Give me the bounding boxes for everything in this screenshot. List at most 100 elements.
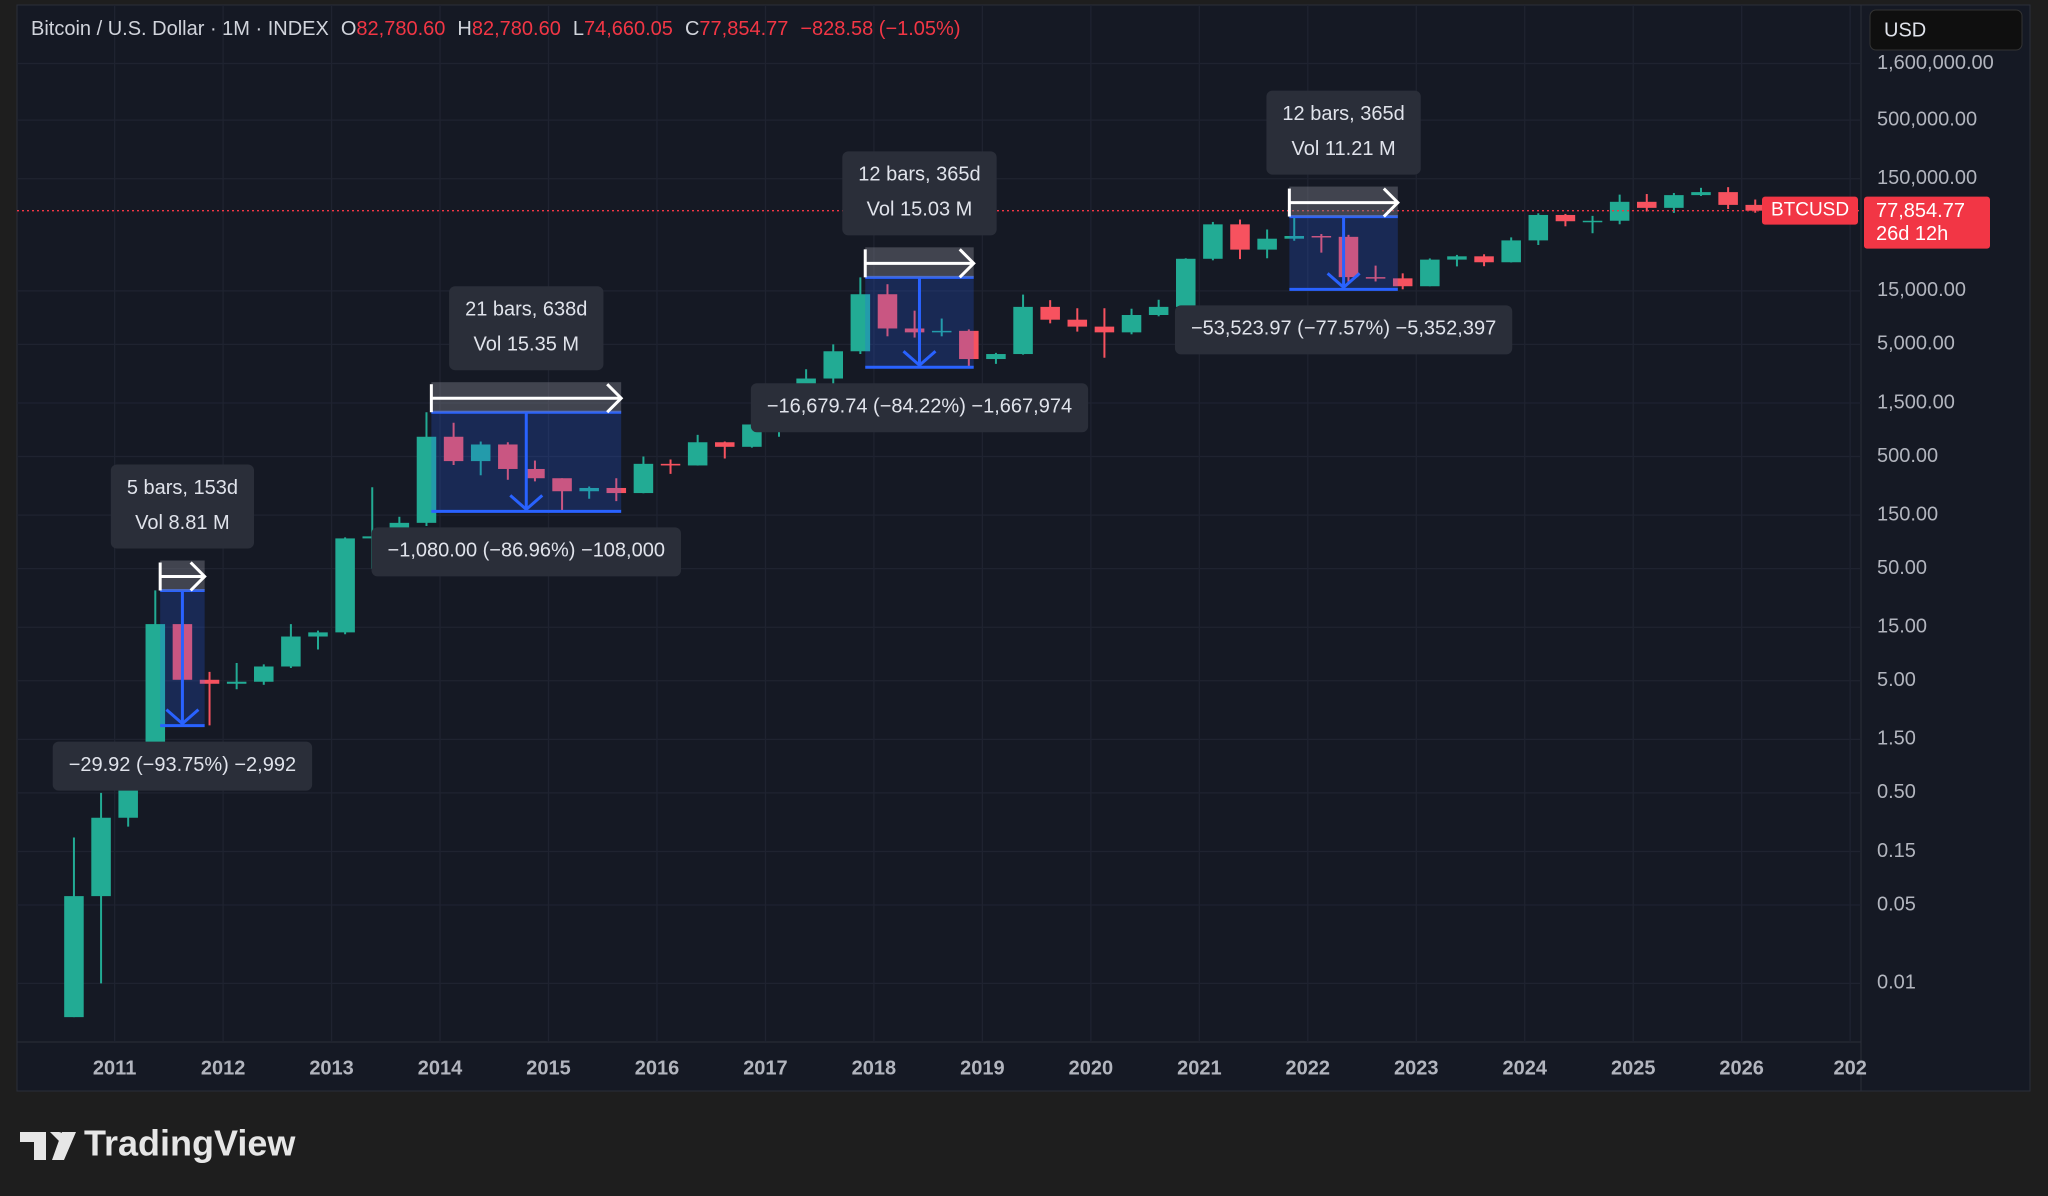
candle-body <box>1094 326 1115 333</box>
candle-body <box>525 468 545 479</box>
candle-body <box>1392 278 1413 287</box>
candle-body <box>64 896 84 1018</box>
x-tick-label: 2017 <box>743 1057 788 1079</box>
measure-label: 12 bars, 365d Vol 15.03 M <box>842 151 997 236</box>
candle-body <box>1013 306 1033 355</box>
y-tick-label: 1,500.00 <box>1877 391 1955 413</box>
y-tick-label: 0.50 <box>1877 781 1916 803</box>
candle-body <box>1311 235 1332 238</box>
measure-label-bg <box>750 383 1089 433</box>
ohlc-key: O <box>341 18 357 40</box>
x-tick-label: 2022 <box>1286 1057 1331 1079</box>
x-tick-label: 2015 <box>526 1057 571 1079</box>
measure-arrowhead <box>1326 272 1361 290</box>
candle-body <box>1609 201 1630 221</box>
x-tick-label: 2024 <box>1502 1057 1547 1079</box>
measure-label: 12 bars, 365d Vol 11.21 M <box>1266 90 1421 175</box>
y-tick-label: 0.15 <box>1877 840 1916 862</box>
y-tick-label: 15.00 <box>1877 616 1927 638</box>
span-head <box>606 383 624 414</box>
measure-label: −16,679.74 (−84.22%) −1,667,974 <box>750 383 1089 433</box>
candle-body <box>1745 204 1766 211</box>
span-head <box>958 248 976 279</box>
x-tick-label: 202 <box>1833 1057 1866 1079</box>
measure-arrowhead <box>902 350 937 368</box>
ohlc-value: 77,854.77 <box>699 18 788 40</box>
currency-button[interactable]: USD <box>1869 9 2023 51</box>
measure-label-text: Vol 15.03 M <box>867 199 973 221</box>
candle-body <box>959 330 979 360</box>
candle-body <box>281 636 301 667</box>
candle-body <box>1121 315 1142 333</box>
y-tick-label: 15,000.00 <box>1877 279 1966 301</box>
brand-name: TradingView <box>84 1123 296 1164</box>
candle-body <box>1420 259 1440 287</box>
measure-label-text: Vol 11.21 M <box>1292 138 1396 160</box>
measure-label-text: 12 bars, 365d <box>1282 103 1404 125</box>
y-tick-label: 500,000.00 <box>1877 108 1977 130</box>
grid: 0.01 0.05 0.15 0.50 1.50 5.00 15.00 50.00 150.00… <box>17 5 1994 1079</box>
candle-body <box>1528 214 1549 241</box>
candle-body <box>498 444 518 469</box>
symbol-tag: BTCUSD <box>1771 200 1849 221</box>
candle-body <box>931 330 952 333</box>
candle-body <box>1257 238 1277 250</box>
candle-body <box>1230 224 1250 250</box>
logo-icon <box>20 1132 76 1160</box>
candle-body <box>1365 277 1386 279</box>
ohlc-key: H <box>457 18 471 40</box>
candle-body <box>1691 192 1711 196</box>
measure-label: 5 bars, 153d Vol 8.81 M <box>110 464 255 549</box>
candle-body <box>877 294 898 329</box>
x-tick-label: 2023 <box>1394 1057 1439 1079</box>
candle-body <box>986 354 1006 360</box>
y-tick-label: 1.50 <box>1877 728 1916 750</box>
measure-label-text: Vol 15.35 M <box>473 333 579 355</box>
measure-label: −53,523.97 (−77.57%) −5,352,397 <box>1174 305 1513 355</box>
candle-body <box>1284 235 1305 239</box>
candle-body <box>1203 224 1223 259</box>
x-tick-label: 2021 <box>1177 1057 1222 1079</box>
candle-body <box>1067 319 1088 327</box>
measure-label-text: 12 bars, 365d <box>858 164 980 186</box>
candle-body <box>145 624 166 770</box>
y-tick-label: 50.00 <box>1877 557 1927 579</box>
candle-body <box>687 442 708 466</box>
candle-body <box>552 478 572 492</box>
measure-label-text: 21 bars, 638d <box>465 298 587 320</box>
measure-label-bg <box>1266 90 1421 175</box>
y-tick-label: 500.00 <box>1877 445 1938 467</box>
candle-body <box>308 632 328 637</box>
price-tag-bg <box>1864 196 1990 249</box>
measure-label: −1,080.00 (−86.96%) −108,000 <box>371 527 681 577</box>
candle-body <box>91 817 111 897</box>
measure-label-bg <box>842 151 997 236</box>
measure-label-text: −53,523.97 (−77.57%) −5,352,397 <box>1191 318 1496 340</box>
header: Bitcoin / U.S. Dollar · 1M · INDEX O82,78… <box>31 18 961 40</box>
x-tick-label: 2019 <box>960 1057 1005 1079</box>
y-tick-label: 5,000.00 <box>1877 333 1955 355</box>
measure-label-bg <box>52 741 313 791</box>
span-head <box>1382 187 1400 218</box>
symbol-title: Bitcoin / U.S. Dollar · 1M · INDEX <box>31 18 329 40</box>
brand-logo: TradingView <box>20 1123 296 1164</box>
symbol-tag-bg <box>1762 196 1858 225</box>
change: −828.58 (−1.05%) <box>800 18 960 40</box>
measure-label-bg <box>371 527 681 577</box>
measure-label-text: 5 bars, 153d <box>127 477 238 499</box>
measure-label: 21 bars, 638d Vol 15.35 M <box>449 286 604 371</box>
candle-body <box>1718 192 1738 205</box>
currency-button-bg[interactable] <box>1869 9 2023 51</box>
chart-panel <box>16 4 2031 1092</box>
measure-label-text: −29.92 (−93.75%) −2,992 <box>69 754 296 776</box>
candle-body <box>715 442 735 447</box>
x-tick-label: 2016 <box>635 1057 680 1079</box>
ohlc-key: C <box>685 18 699 40</box>
candle-body <box>1501 240 1521 263</box>
x-tick-label: 2013 <box>309 1057 354 1079</box>
candle-body <box>1664 195 1684 208</box>
candle-body <box>850 294 871 352</box>
currency-label[interactable]: USD <box>1884 19 1926 41</box>
measure-label-bg <box>1174 305 1513 355</box>
candle-body <box>1555 214 1576 222</box>
